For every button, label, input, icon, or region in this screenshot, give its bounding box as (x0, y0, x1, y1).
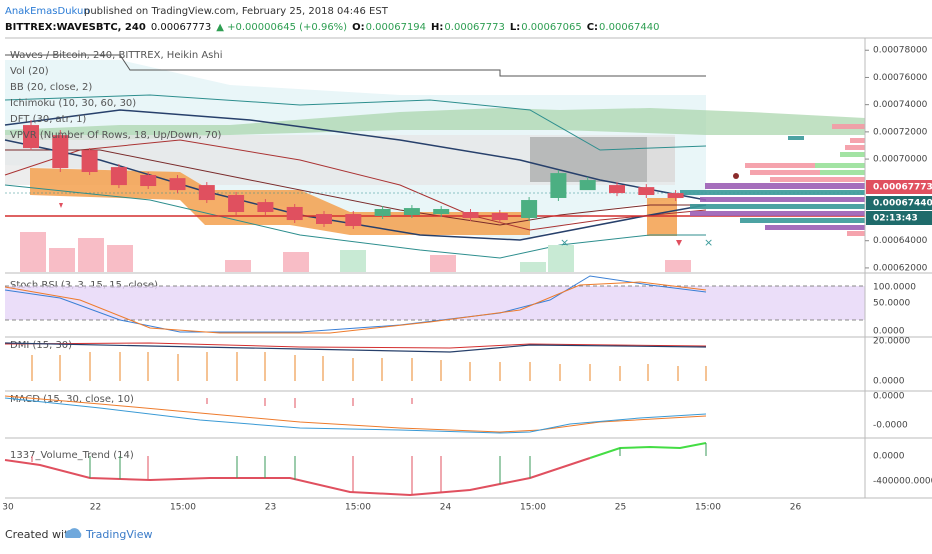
indicator-legend: DFT (30, atr, 1) (10, 114, 86, 125)
header-field: 0.00067773 (151, 22, 211, 33)
y-tick-label: 0.00070000 (873, 155, 928, 165)
header-field: ▲ +0.00000645 (+0.96%) (216, 22, 347, 33)
y-tick-label: 0.00078000 (873, 46, 928, 56)
candle-body (579, 180, 596, 191)
x-tick-label: 25 (615, 503, 626, 513)
pane-legend: DMI (15, 30) (10, 340, 72, 351)
pane-tick-label: 0.0000 (873, 377, 905, 387)
header-field: L: (510, 22, 520, 33)
subpanes-decor (4, 37, 932, 499)
indicator-legend: BB (20, close, 2) (10, 82, 92, 93)
price-box (866, 196, 932, 210)
candle-body (23, 125, 39, 149)
svg-text:×: × (704, 236, 713, 249)
y-tick-label: 0.00074000 (873, 100, 928, 110)
candle-body (286, 206, 303, 221)
header-field: 0.00067065 (521, 22, 581, 33)
candle-body (491, 212, 508, 221)
candle-body (609, 185, 625, 194)
candle-body (169, 178, 186, 191)
svg-text:×: × (560, 236, 569, 249)
indicator-legend: VPVR (Number Of Rows, 18, Up/Down, 70) (10, 130, 222, 141)
pane-tick-label: 50.0000 (873, 299, 910, 309)
header-field: H: (431, 22, 443, 33)
x-tick-label: 15:00 (520, 503, 546, 513)
pane-tick-label: 0.0000 (873, 327, 905, 337)
x-tick-label: 23 (265, 503, 276, 513)
pane-tick-label: -0.0000 (873, 421, 908, 431)
created-with: Created with (5, 528, 75, 541)
vpvr (680, 124, 865, 236)
x-tick-label: 22 (90, 503, 101, 513)
candle-body (52, 135, 69, 169)
pane-tick-label: 0.0000 (873, 452, 905, 462)
header-field: 0.00067773 (444, 22, 504, 33)
candle-body (550, 173, 567, 198)
published-text: published on TradingView.com, February 2… (84, 6, 389, 17)
price-box (866, 180, 932, 194)
candle-body (140, 174, 157, 187)
header-field: O: (352, 22, 365, 33)
candle-body (374, 209, 391, 216)
logo (65, 528, 82, 538)
x-tick-label: 15:00 (695, 503, 721, 513)
x-tick-label: 26 (790, 503, 802, 513)
candle-body (433, 209, 450, 215)
header-field: 0.00067194 (366, 22, 426, 33)
y-tick-label: 0.00072000 (873, 127, 928, 137)
x-tick-label: 24 (440, 503, 452, 513)
pane-tick-label: -400000.0000 (873, 477, 932, 487)
candle-body (228, 194, 245, 213)
candle-body (316, 214, 332, 224)
price-label: 02:13:43 (873, 214, 918, 224)
x-tick-label: 15:00 (345, 503, 371, 513)
symbol-line: BITTREX:WAVESBTC, 240 0.00067773 ▲ +0.0000… (5, 22, 660, 33)
brand[interactable]: TradingView (85, 528, 152, 541)
candle-body (403, 208, 420, 215)
candle-body (110, 167, 127, 186)
candles (23, 120, 684, 230)
x-tick-label: 30 (2, 503, 14, 513)
price-label: 0.00067773 (873, 183, 932, 193)
pane-legend: 1337_Volume_Trend (14) (10, 450, 134, 461)
header-field: 0.00067440 (599, 22, 659, 33)
price-label: 0.00067440 (873, 199, 932, 209)
candle-body (462, 212, 479, 218)
main-pane-decor: × × (4, 38, 865, 272)
candle-body (81, 150, 98, 173)
indicator-legend: Waves / Bitcoin, 240, BITTREX, Heikin As… (10, 50, 223, 61)
author[interactable]: AnakEmasDukun (5, 6, 90, 17)
pane-legend: MACD (15, 30, close, 10) (10, 394, 134, 405)
candle-body (638, 187, 655, 195)
axes: 100.000050.00000.000020.00000.00000.0000… (2, 46, 932, 513)
candle-body (198, 185, 215, 201)
x-tick-label: 15:00 (170, 503, 196, 513)
y-tick-label: 0.00062000 (873, 263, 928, 273)
candle-body (521, 200, 538, 218)
candle-body (257, 202, 274, 213)
y-tick-label: 0.00064000 (873, 236, 928, 246)
y-tick-label: 0.00076000 (873, 73, 928, 83)
pane-tick-label: 0.0000 (873, 392, 905, 402)
indicator-legend: Vol (20) (10, 66, 49, 77)
indicator-legend: Ichimoku (10, 30, 60, 30) (10, 98, 136, 109)
price-box (866, 211, 932, 225)
pane-tick-label: 100.0000 (873, 283, 916, 293)
candle-body (667, 193, 684, 198)
header-field: C: (587, 22, 598, 33)
pane-tick-label: 20.0000 (873, 337, 910, 347)
header-field: BITTREX:WAVESBTC, 240 (5, 22, 146, 33)
candle-body (345, 214, 362, 227)
